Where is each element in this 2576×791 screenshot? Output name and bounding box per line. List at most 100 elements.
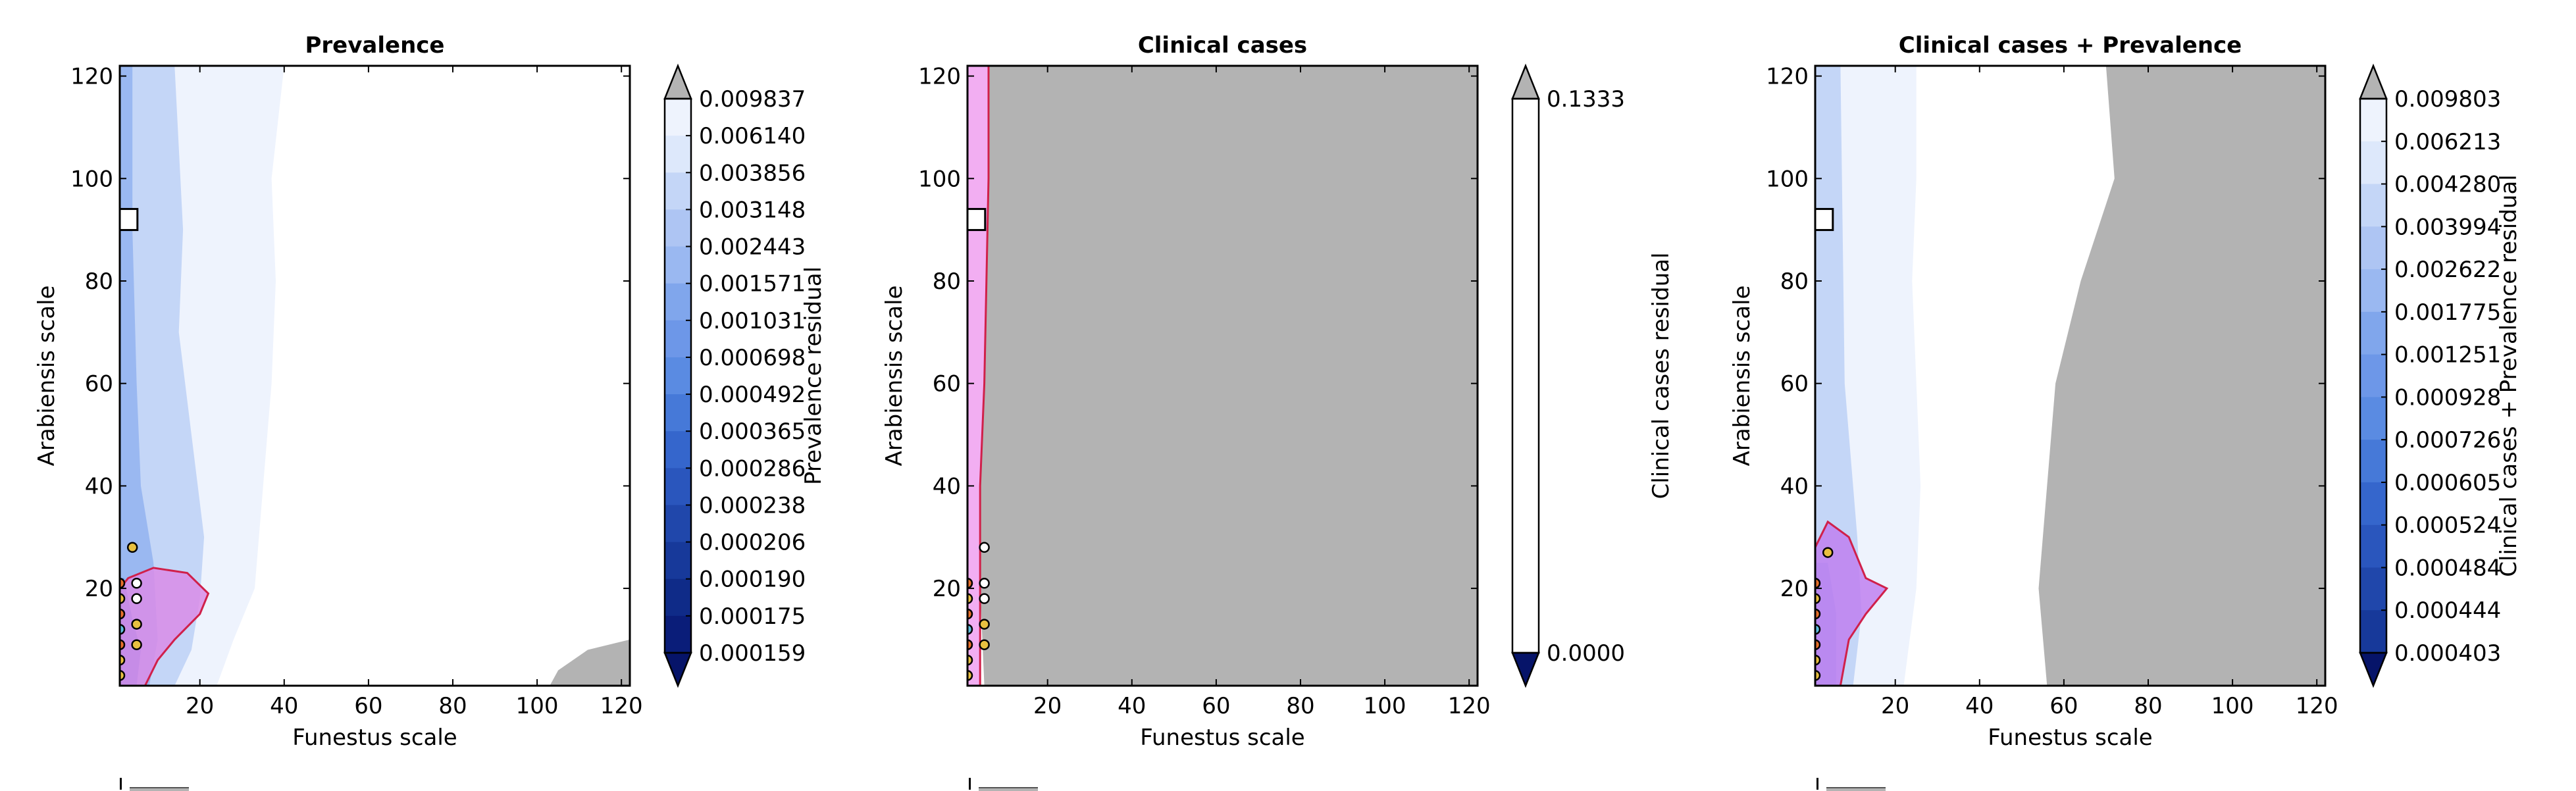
marker-point-9 (979, 593, 990, 604)
y-tick-label: 120 (1766, 64, 1809, 90)
colorbar-label: Clinical cases residual (1648, 253, 1674, 499)
colorbar-extend-top (663, 63, 692, 100)
contour-level-1 (2038, 66, 2325, 686)
colorbar: 0.009803 0.006213 0.004280 0.003994 0.002622… (2359, 63, 2522, 688)
colorbar-tick-label: 0.003856 (699, 160, 806, 186)
x-tick-label: 100 (2211, 693, 2254, 719)
marker-point-10 (979, 619, 990, 630)
marker-point-1 (120, 578, 126, 589)
colorbar-tick-label: 0.001031 (699, 308, 806, 334)
y-tick-label: 20 (933, 576, 961, 602)
x-tick-label: 120 (2296, 693, 2338, 719)
colorbar-tick-label: 0.002622 (2394, 257, 2501, 283)
colorbar-tick-label: 0.0000 (1547, 640, 1625, 667)
marker-point-11 (131, 639, 142, 650)
contour-layer (120, 66, 630, 686)
y-tick-label: 40 (933, 473, 961, 499)
colorbar-tick-label: 0.000698 (699, 345, 806, 371)
y-tick-label: 80 (933, 268, 961, 295)
x-tick-label: 40 (1118, 693, 1146, 719)
colorbar-tick-label: 0.009803 (2394, 86, 2501, 113)
legend-swatch-3 (1826, 787, 1886, 791)
marker-point-12 (979, 542, 990, 553)
marker-point-3 (967, 608, 973, 620)
colorbar-tick-label: 0.000928 (2394, 384, 2501, 411)
y-tick-label: 80 (1780, 268, 1809, 295)
marker-point-8 (979, 578, 990, 589)
colorbar-tick-label: 0.003994 (2394, 214, 2501, 240)
marker-point-3 (1815, 608, 1821, 620)
plot-frame (1814, 64, 2327, 687)
marker-point-2 (120, 593, 126, 604)
colorbar-extend-bottom (1511, 651, 1540, 688)
colorbar-band (2360, 311, 2386, 355)
marker-point-5 (120, 639, 126, 650)
marker-point-9 (131, 593, 142, 604)
y-axis-label: Arabiensis scale (1729, 286, 1755, 467)
x-tick-label: 60 (354, 693, 382, 719)
marker-point-1 (967, 578, 973, 589)
marker-point-8 (1822, 547, 1834, 558)
x-axis-label: Funestus scale (1988, 725, 2152, 751)
y-tick-label: 60 (1780, 371, 1809, 397)
colorbar-tick-label: 0.000190 (699, 567, 806, 593)
colorbar: 0.1333 0.0000 Clinical cases residual (1511, 63, 1674, 688)
colorbar-band (2360, 354, 2386, 397)
colorbar-band (665, 357, 691, 395)
colorbar-tick-label: 0.000286 (699, 455, 806, 482)
chart-title: Prevalence (305, 32, 445, 59)
square-marker (120, 208, 139, 232)
marker-point-2 (967, 593, 973, 604)
plot-frame (118, 64, 631, 687)
x-tick-label: 80 (438, 693, 467, 719)
marker-point-7 (120, 670, 126, 681)
y-axis-label: Arabiensis scale (881, 286, 908, 467)
marker-point-12 (126, 542, 138, 553)
colorbar-tick-label: 0.001571 (699, 271, 806, 297)
y-tick-label: 20 (1780, 576, 1809, 602)
y-tick-label: 20 (85, 576, 113, 602)
colorbar-tick-label: 0.009837 (699, 86, 806, 113)
marker-point-4 (120, 624, 126, 635)
legend-strip-2 (969, 778, 1366, 791)
colorbar-band (2360, 567, 2386, 611)
marker-point-7 (967, 670, 973, 681)
chart-title: Clinical cases + Prevalence (1899, 32, 2242, 59)
colorbar-extend-top (2359, 63, 2388, 100)
colorbar-tick-label: 0.004280 (2394, 172, 2501, 198)
y-tick-label: 100 (70, 166, 113, 192)
panel-2: 20 40 60 80 100 120 20 40 60 80 100 120 Clinical cas… (881, 32, 1674, 751)
colorbar-tick-label: 0.000524 (2394, 513, 2501, 539)
marker-point-11 (979, 639, 990, 650)
marker-point-8 (131, 578, 142, 589)
colorbar-band (2360, 440, 2386, 483)
colorbar-frame (2359, 97, 2388, 654)
x-tick-label: 60 (2049, 693, 2078, 719)
colorbar-label: Clinical cases + Prevalence residual (2496, 174, 2522, 576)
y-tick-label: 40 (1780, 473, 1809, 499)
marker-point-5 (1815, 639, 1821, 650)
marker-point-7 (1815, 670, 1821, 681)
colorbar-band (665, 615, 691, 653)
colorbar-extend-bottom (2359, 651, 2388, 688)
x-tick-label: 20 (1881, 693, 1909, 719)
x-tick-label: 60 (1202, 693, 1230, 719)
colorbar-band (2360, 184, 2386, 227)
marker-point-4 (967, 624, 973, 635)
colorbar-band (2360, 397, 2386, 440)
colorbar-tick-label: 0.001775 (2394, 299, 2501, 326)
highlight-region (1815, 520, 1889, 686)
marker-point-1 (1815, 578, 1821, 589)
contour-layer (967, 66, 1478, 686)
panel-1: 20 40 60 80 100 120 20 40 60 80 100 120 Prevalence Fu… (34, 32, 827, 751)
panel-3: 20 40 60 80 100 120 20 40 60 80 100 120 Clinical cas… (1729, 32, 2522, 751)
y-tick-label: 40 (85, 473, 113, 499)
colorbar-band (665, 468, 691, 505)
x-axis-label: Funestus scale (1140, 725, 1304, 751)
colorbar-band (665, 578, 691, 617)
colorbar-band (1512, 99, 1539, 653)
colorbar-extend-bottom (663, 651, 692, 688)
colorbar-tick-label: 0.000159 (699, 640, 806, 667)
marker-point-10 (131, 619, 142, 630)
